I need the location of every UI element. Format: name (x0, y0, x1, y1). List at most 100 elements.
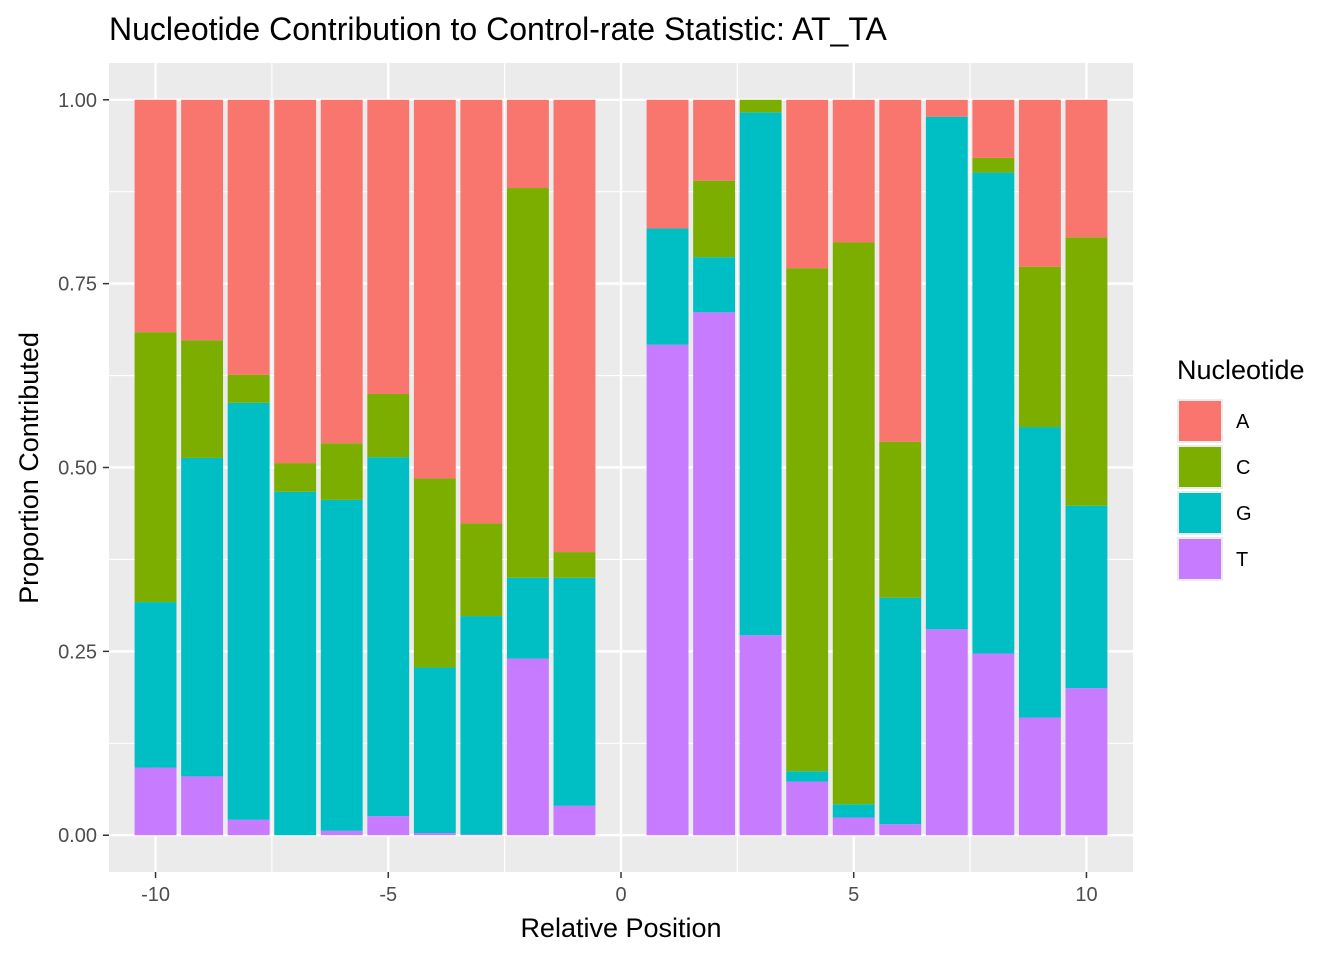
bar-segment-T (832, 817, 875, 836)
legend-swatch-T (1179, 539, 1221, 579)
bar-segment-C (460, 523, 503, 617)
bar-segment-A (972, 99, 1015, 158)
bar-segment-T (646, 344, 689, 836)
bar-segment-G (274, 491, 317, 836)
bar-segment-T (739, 635, 782, 836)
bar-segment-G (506, 577, 549, 659)
y-tick-label: 1.00 (58, 90, 97, 112)
bar-segment-A (879, 99, 922, 442)
bar-segment-A (227, 99, 270, 375)
legend-label-T: T (1236, 549, 1248, 571)
x-axis-title: Relative Position (520, 913, 721, 943)
bar-segment-T (879, 824, 922, 836)
bar-segment-T (925, 629, 968, 836)
bar-segment-T (460, 834, 503, 836)
bar-segment-C (739, 99, 782, 113)
bar-segment-G (739, 112, 782, 636)
bar-segment-C (832, 242, 875, 805)
bar-segment-C (181, 340, 224, 458)
bar-segment-G (972, 172, 1015, 654)
y-tick-label: 0.00 (58, 825, 97, 847)
bar-segment-G (786, 771, 829, 782)
bar-segment-T (367, 816, 410, 836)
bar-segment-G (320, 499, 363, 831)
bar-segment-G (460, 616, 503, 835)
legend-swatch-C (1179, 447, 1221, 487)
bar-segment-A (832, 99, 875, 243)
x-tick-label: -5 (379, 884, 397, 906)
bar-segment-T (693, 312, 736, 836)
bar-segment-G (134, 602, 177, 768)
bar-segment-A (1065, 99, 1108, 238)
bar-segment-A (786, 99, 829, 269)
bar-segment-T (227, 819, 270, 836)
y-tick-label: 0.25 (58, 641, 97, 663)
bar-segment-T (181, 776, 224, 836)
bar-segment-G (693, 257, 736, 313)
x-tick-label: 0 (615, 884, 626, 906)
bar-segment-T (972, 653, 1015, 836)
bar-segment-G (879, 597, 922, 825)
legend-swatch-A (1179, 401, 1221, 441)
y-tick-label: 0.50 (58, 458, 97, 480)
bar-segment-A (367, 99, 410, 394)
bar-segment-T (134, 767, 177, 836)
bar-segment-G (1018, 427, 1061, 718)
bar-segment-C (134, 332, 177, 603)
bar-segment-T (506, 658, 549, 836)
bar-segment-C (693, 180, 736, 258)
bar-segment-C (320, 443, 363, 500)
bar-segment-T (1018, 717, 1061, 836)
x-tick-label: 10 (1075, 884, 1097, 906)
x-axis: -10 -5 0 5 10 (141, 872, 1098, 906)
bar-segment-C (367, 393, 410, 458)
bar-segment-T (786, 781, 829, 836)
bars (134, 99, 1108, 836)
bar-segment-A (553, 99, 596, 553)
bar-segment-G (413, 667, 456, 834)
bar-segment-A (693, 99, 736, 181)
bar-segment-A (506, 99, 549, 189)
bar-segment-C (274, 463, 317, 492)
bar-segment-T (320, 830, 363, 836)
bar-segment-C (413, 478, 456, 668)
bar-segment-A (181, 99, 224, 341)
bar-segment-T (1065, 688, 1108, 836)
bar-segment-G (1065, 505, 1108, 689)
bar-segment-T (553, 805, 596, 836)
x-tick-label: -10 (141, 884, 170, 906)
bar-segment-G (925, 116, 968, 630)
bar-segment-A (460, 99, 503, 524)
bar-segment-C (553, 552, 596, 578)
y-axis-title: Proportion Contributed (14, 332, 44, 604)
bar-segment-C (972, 157, 1015, 173)
legend-swatch-G (1179, 493, 1221, 533)
bar-segment-A (646, 99, 689, 229)
bar-segment-G (181, 457, 224, 777)
bar-segment-A (413, 99, 456, 479)
legend-label-G: G (1236, 503, 1252, 525)
y-axis: 0.00 0.25 0.50 0.75 1.00 (58, 90, 109, 847)
bar-segment-A (320, 99, 363, 444)
legend-label-C: C (1236, 457, 1250, 479)
bar-segment-C (227, 374, 270, 403)
bar-segment-C (1018, 266, 1061, 428)
bar-segment-G (367, 457, 410, 817)
bar-segment-C (786, 268, 829, 772)
bar-segment-T (413, 833, 456, 836)
bar-segment-C (1065, 237, 1108, 506)
bar-segment-G (553, 577, 596, 806)
y-tick-label: 0.75 (58, 274, 97, 296)
bar-segment-C (879, 441, 922, 598)
legend-label-A: A (1236, 411, 1250, 433)
bar-segment-A (134, 99, 177, 333)
bar-segment-A (925, 99, 968, 117)
bar-segment-A (274, 99, 317, 464)
bar-segment-G (646, 228, 689, 345)
bar-segment-G (832, 804, 875, 818)
legend: Nucleotide A C G T (1177, 355, 1305, 581)
legend-title: Nucleotide (1177, 355, 1305, 385)
x-tick-label: 5 (848, 884, 859, 906)
bar-segment-G (227, 402, 270, 820)
